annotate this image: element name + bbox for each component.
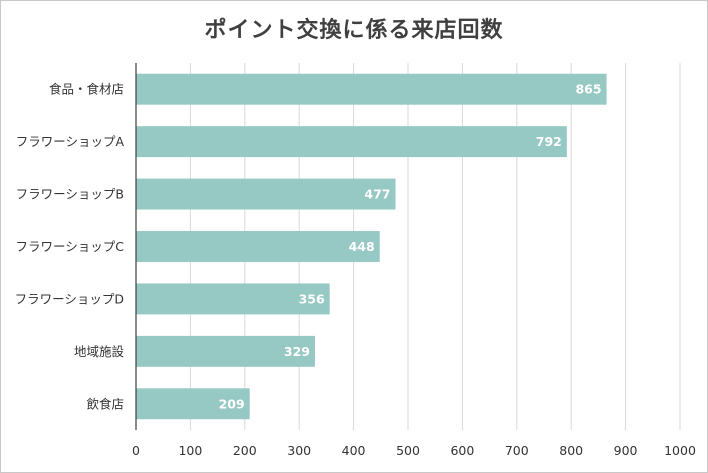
x-tick-label: 0 <box>132 443 140 458</box>
category-label: 地域施設 <box>74 344 125 359</box>
x-tick-label: 700 <box>505 443 529 458</box>
data-label: 477 <box>364 187 390 202</box>
category-label: 食品・食材店 <box>49 82 124 97</box>
x-tick-label: 100 <box>178 443 202 458</box>
x-tick-label: 500 <box>396 443 420 458</box>
bar <box>136 126 567 158</box>
bar <box>136 335 315 367</box>
x-tick-label: 1000 <box>664 443 696 458</box>
category-label: 飲食店 <box>86 396 124 411</box>
data-label: 209 <box>219 396 245 411</box>
category-label: フラワーショップB <box>16 187 124 202</box>
x-tick-label: 900 <box>614 443 638 458</box>
data-label: 329 <box>284 344 310 359</box>
bar <box>136 73 607 105</box>
data-label: 448 <box>349 239 375 254</box>
data-label: 792 <box>536 134 562 149</box>
x-tick-label: 600 <box>450 443 474 458</box>
bar <box>136 283 330 315</box>
x-tick-label: 300 <box>287 443 311 458</box>
x-tick-label: 800 <box>559 443 583 458</box>
bar <box>136 178 396 210</box>
category-label: フラワーショップA <box>16 134 125 149</box>
data-label: 356 <box>299 291 325 306</box>
x-tick-label: 400 <box>342 443 366 458</box>
bar <box>136 388 250 420</box>
chart-title: ポイント交換に係る来店回数 <box>204 18 504 43</box>
category-label: フラワーショップC <box>16 239 125 254</box>
data-label: 865 <box>575 82 601 97</box>
x-tick-label: 200 <box>233 443 257 458</box>
bar <box>136 231 380 262</box>
category-label: フラワーショップD <box>15 291 124 306</box>
